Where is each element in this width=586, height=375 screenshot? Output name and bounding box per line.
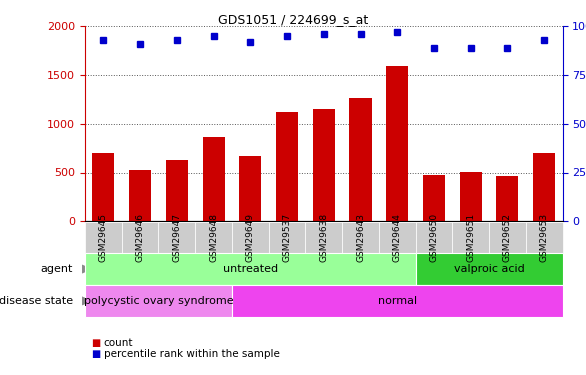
Text: untreated: untreated — [223, 264, 278, 274]
Text: ■: ■ — [91, 350, 100, 359]
Bar — [423, 176, 445, 221]
Text: GSM29646: GSM29646 — [135, 213, 145, 262]
Bar — [93, 153, 114, 221]
Text: GSM29647: GSM29647 — [172, 213, 181, 262]
Polygon shape — [82, 297, 93, 306]
Bar — [203, 137, 224, 221]
Text: valproic acid: valproic acid — [454, 264, 524, 274]
Bar — [349, 98, 372, 221]
Text: polycystic ovary syndrome: polycystic ovary syndrome — [84, 296, 233, 306]
Text: GSM29643: GSM29643 — [356, 213, 365, 262]
Text: GSM29645: GSM29645 — [99, 213, 108, 262]
Text: GSM29638: GSM29638 — [319, 213, 328, 262]
Text: ■: ■ — [91, 338, 100, 348]
Bar — [386, 66, 408, 221]
Bar — [313, 109, 335, 221]
Text: agent: agent — [41, 264, 73, 274]
Text: count: count — [104, 338, 133, 348]
Bar — [276, 112, 298, 221]
Text: GSM29649: GSM29649 — [246, 213, 255, 262]
Bar — [533, 153, 555, 221]
Bar — [239, 156, 261, 221]
Text: GSM29644: GSM29644 — [393, 213, 402, 262]
Bar — [129, 170, 151, 221]
Text: percentile rank within the sample: percentile rank within the sample — [104, 350, 280, 359]
Text: normal: normal — [378, 296, 417, 306]
Text: GDS1051 / 224699_s_at: GDS1051 / 224699_s_at — [218, 13, 368, 26]
Polygon shape — [82, 265, 93, 274]
Text: GSM29648: GSM29648 — [209, 213, 218, 262]
Bar — [459, 171, 482, 221]
Text: GSM29650: GSM29650 — [430, 213, 438, 262]
Text: GSM29653: GSM29653 — [540, 213, 548, 262]
Bar — [166, 160, 188, 221]
Text: GSM29537: GSM29537 — [282, 213, 291, 262]
Text: GSM29651: GSM29651 — [466, 213, 475, 262]
Bar — [496, 176, 519, 221]
Text: disease state: disease state — [0, 296, 73, 306]
Text: GSM29652: GSM29652 — [503, 213, 512, 262]
